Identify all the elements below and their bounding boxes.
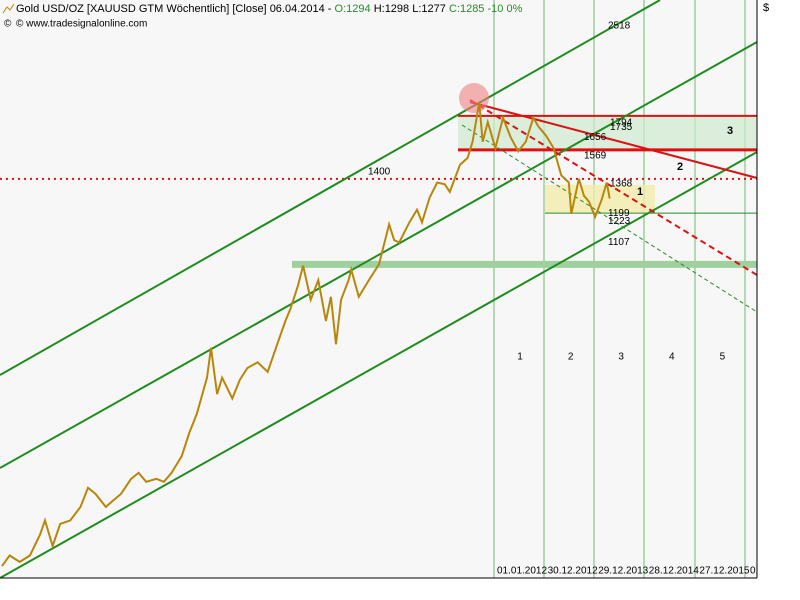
level-label: 1656 [584, 132, 607, 143]
date-label: 27.12.2015 [699, 566, 749, 577]
date-label: 28.12.2014 [649, 566, 699, 577]
plot-area [0, 0, 757, 578]
x-axis-area [0, 578, 800, 600]
header-text: Gold USD/OZ [XAUUSD GTM Wöchentlich] [Cl… [16, 3, 523, 15]
level-label: 2518 [608, 20, 631, 31]
trend-line [461, 124, 758, 313]
channel-line [0, 0, 661, 376]
date-label: 30.12.2012 [548, 566, 598, 577]
channel [0, 0, 758, 579]
header-part: Gold USD/OZ [XAUUSD GTM Wöchentlich] [Cl… [16, 3, 267, 15]
header-part: -10 0% [488, 3, 523, 15]
header-icon [2, 3, 15, 14]
period-label: 2 [568, 352, 574, 363]
level-label: 1107 [608, 237, 630, 248]
trend-line [469, 99, 758, 276]
source: © www.tradesignalonline.com [16, 19, 147, 30]
level-label: 1794 [610, 117, 633, 128]
header-part: C:1285 [449, 3, 484, 15]
date-label: 01.01.2012 [497, 566, 547, 577]
header-part: H:1298 [374, 3, 409, 15]
zone-label: 2 [677, 161, 683, 173]
period-label: 1 [517, 352, 523, 363]
source-icon: © [4, 19, 12, 30]
level-label: 1735 [610, 122, 633, 133]
period-label: 5 [720, 352, 726, 363]
y-unit: $ [763, 2, 769, 14]
level-label: 1569 [584, 151, 607, 162]
y-axis-area [757, 0, 800, 600]
level-label: 1223 [608, 216, 631, 227]
header: Gold USD/OZ [XAUUSD GTM Wöchentlich] [Cl… [2, 3, 523, 30]
zones [0, 114, 757, 268]
trend-line [469, 101, 758, 179]
zone-label: 1 [637, 186, 643, 198]
zone-label: 3 [727, 125, 733, 137]
level-label: 1199 [608, 208, 630, 219]
channel-line [0, 151, 758, 579]
period-label: 4 [669, 352, 675, 363]
channel-line [0, 41, 758, 469]
header-part: L:1277 [412, 3, 446, 15]
date-label: 01 [750, 566, 762, 577]
time-lines [493, 0, 746, 578]
date-label: 29.12.2013 [598, 566, 648, 577]
zone-box [458, 115, 757, 150]
level-label: 1400 [368, 166, 391, 177]
price-line [1, 102, 611, 567]
level-label: 1368 [610, 178, 633, 189]
header-part: 06.04.2014 - [270, 3, 332, 15]
period-label: 3 [618, 352, 624, 363]
header-part: O:1294 [335, 3, 371, 15]
top-marker [459, 83, 489, 113]
